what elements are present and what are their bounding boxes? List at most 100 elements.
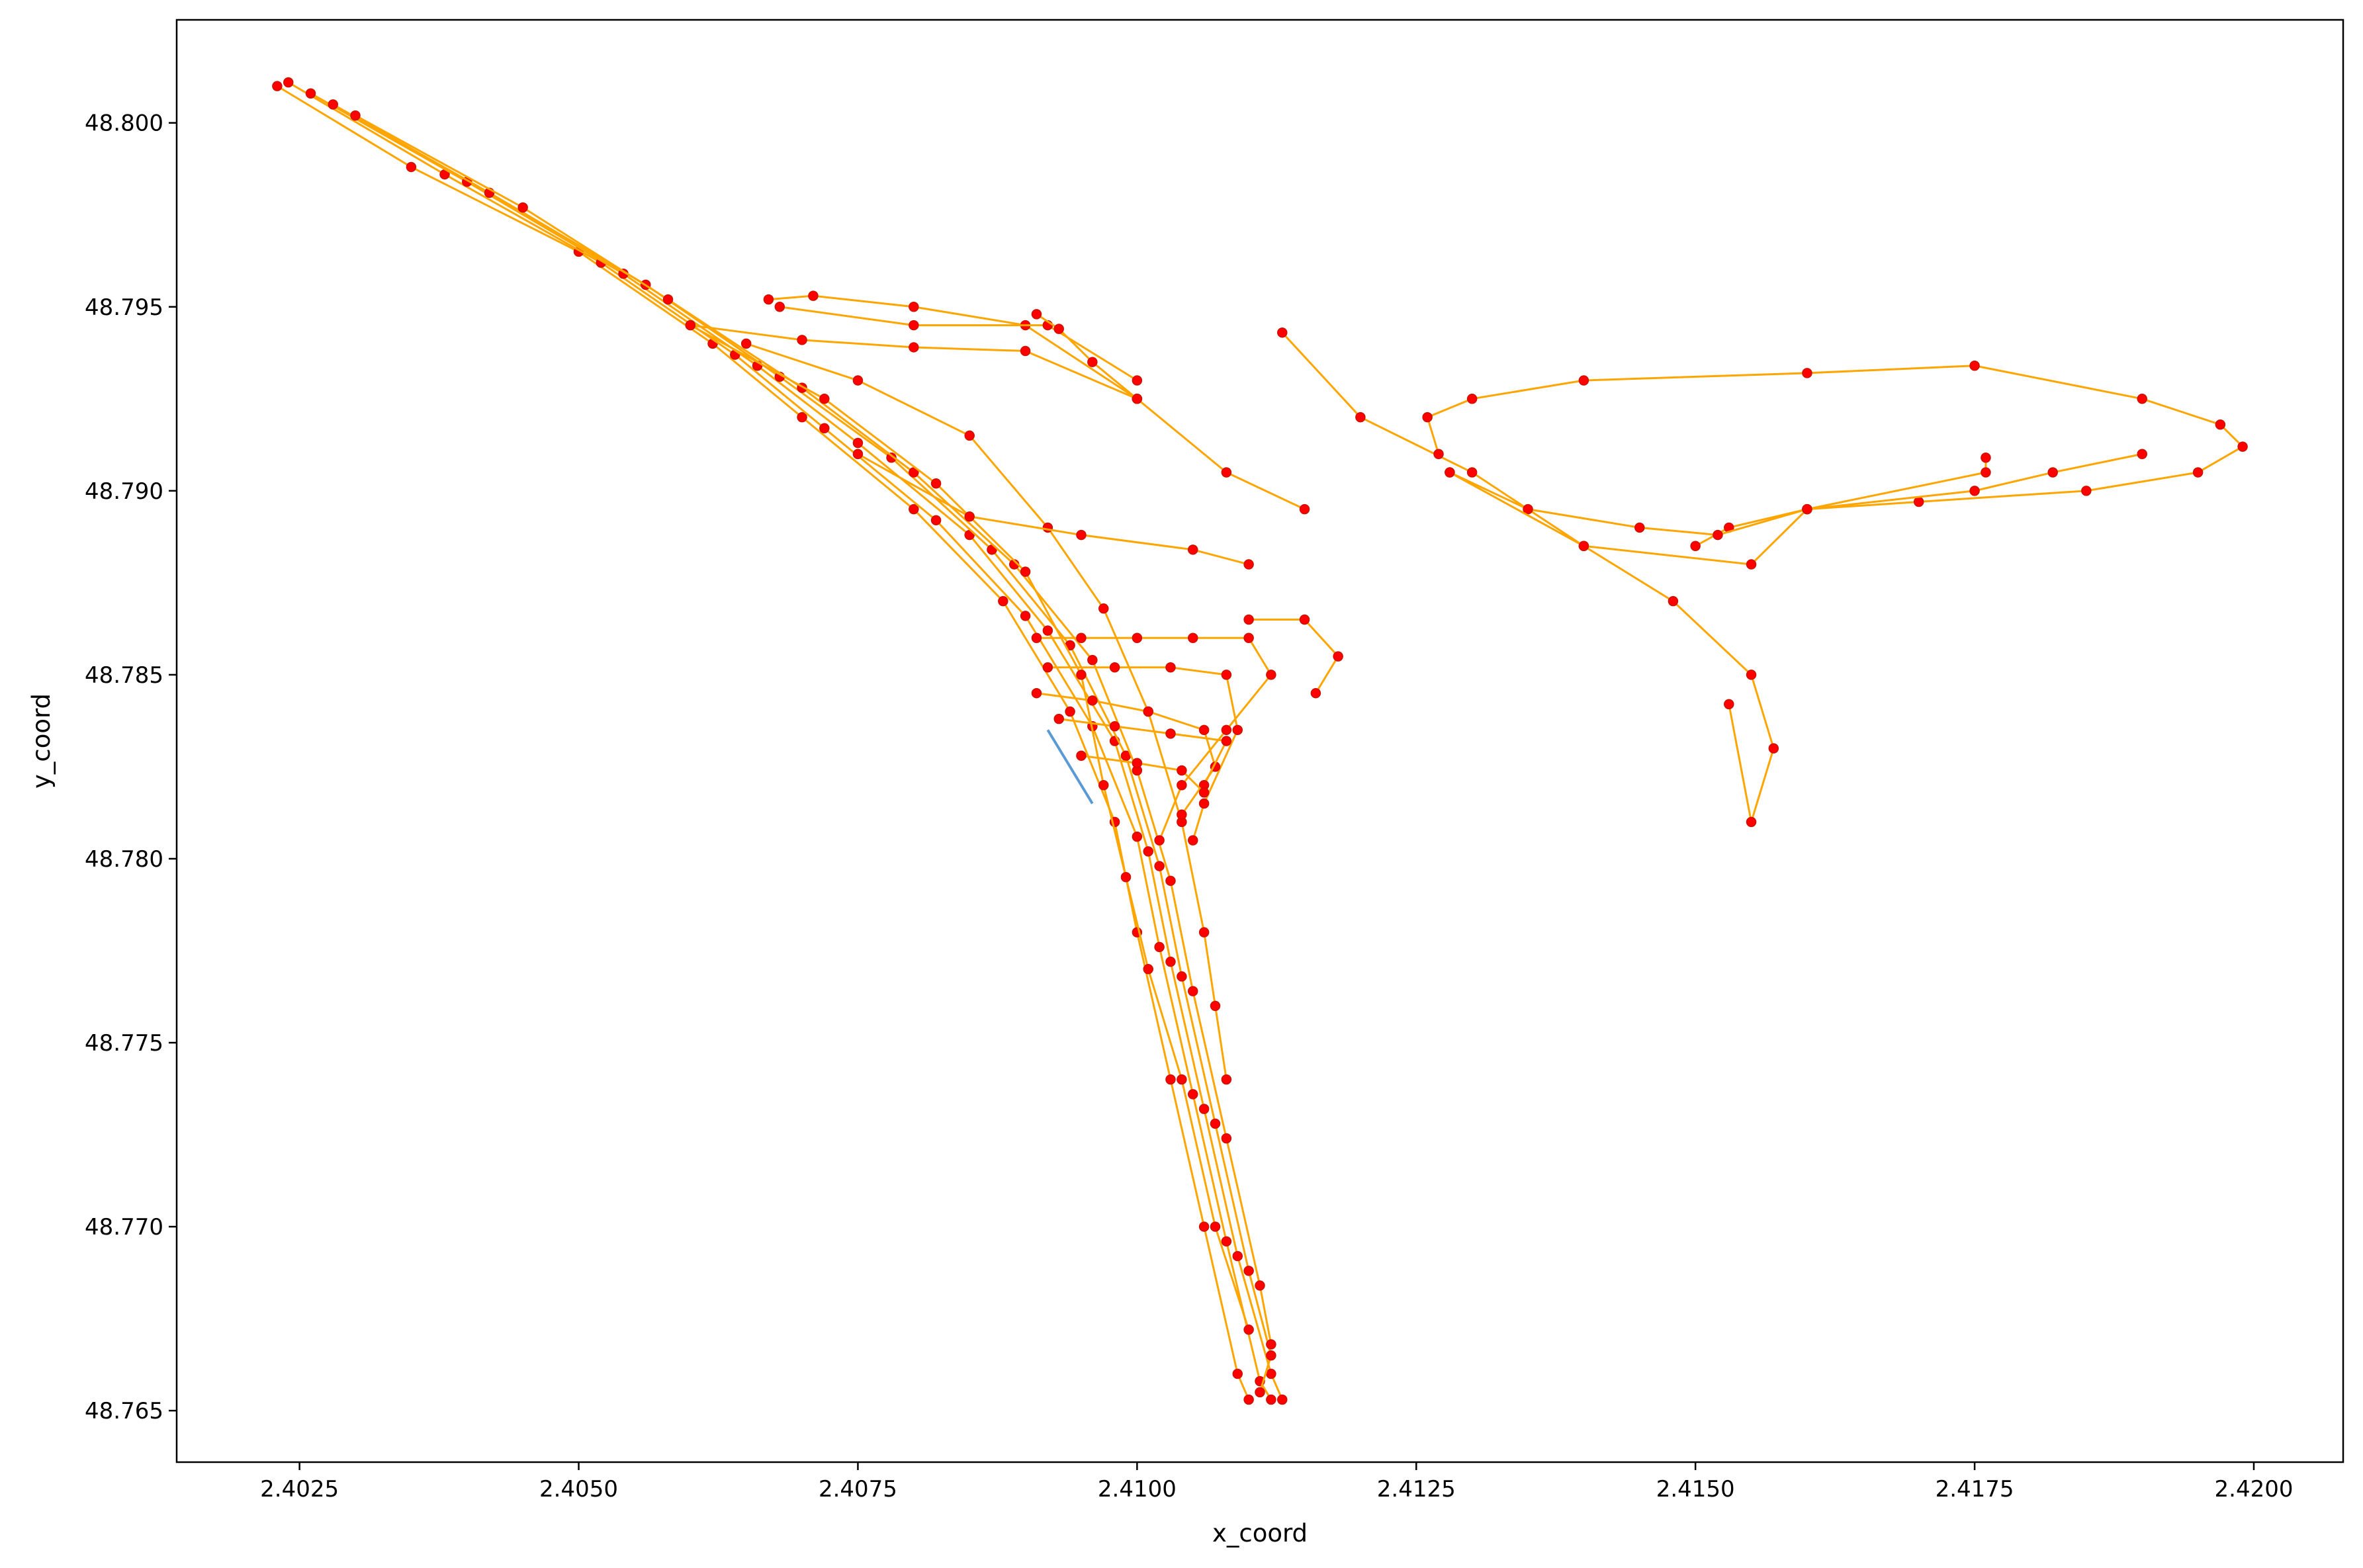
data-point	[1266, 1394, 1276, 1405]
data-point	[763, 294, 774, 305]
data-point	[1109, 721, 1120, 732]
y-tick-label: 48.800	[85, 110, 163, 137]
data-point	[1466, 467, 1478, 478]
data-point	[1165, 875, 1176, 887]
data-point	[1187, 835, 1198, 846]
data-point	[1020, 345, 1031, 357]
data-point	[909, 467, 919, 478]
data-point	[909, 302, 919, 312]
data-point	[1243, 559, 1254, 570]
data-point	[1221, 1133, 1232, 1144]
data-point	[909, 503, 919, 515]
plot-frame	[175, 19, 2344, 1463]
x-tick-label: 2.4125	[1377, 1476, 1456, 1503]
plot-area	[177, 20, 2343, 1462]
data-point	[964, 511, 975, 522]
data-point	[1422, 412, 1433, 423]
data-point	[1154, 941, 1165, 953]
data-point	[1154, 861, 1165, 871]
data-point	[1020, 611, 1031, 621]
data-point	[886, 453, 897, 463]
series-15-line	[1449, 453, 2143, 537]
data-point	[1143, 846, 1153, 857]
series-10	[774, 302, 1143, 386]
y-tick-label: 48.780	[85, 846, 163, 873]
data-point	[406, 161, 417, 173]
data-point	[1221, 670, 1232, 680]
data-point	[998, 595, 1008, 607]
data-point	[1187, 986, 1198, 996]
tick-layer: 2.4025 2.4050 2.4075 2.4100 2.4125 2.4150 2.41…	[85, 110, 2293, 1503]
data-point	[1981, 467, 1991, 478]
data-point	[1243, 632, 1254, 644]
series-22	[1076, 750, 1210, 798]
data-point	[1165, 956, 1176, 967]
data-point	[1221, 467, 1232, 478]
data-point	[1210, 1118, 1221, 1129]
series-19	[1042, 662, 1243, 846]
x-axis-title: x_coord	[1212, 1519, 1308, 1547]
y-tick-label: 48.790	[85, 478, 163, 505]
data-point	[1053, 324, 1064, 334]
data-point	[1154, 835, 1165, 846]
data-point	[662, 294, 674, 305]
data-point	[1690, 541, 1701, 552]
data-point	[1266, 1350, 1276, 1361]
data-point	[1042, 625, 1053, 636]
data-point	[1020, 566, 1031, 577]
data-point	[1913, 496, 1924, 507]
series-14	[1422, 361, 2248, 552]
data-point	[2047, 467, 2058, 478]
y-tick-label: 48.775	[85, 1030, 163, 1057]
data-point	[1523, 503, 1533, 515]
data-point	[1177, 1074, 1187, 1085]
data-point	[1076, 632, 1087, 644]
data-point	[1132, 375, 1143, 386]
data-point	[328, 99, 339, 110]
series-11	[1031, 309, 1143, 404]
series-11-line	[1036, 313, 1138, 400]
data-point	[1232, 1250, 1243, 1262]
data-point	[1187, 1089, 1198, 1100]
data-point	[1165, 662, 1176, 673]
y-tick-label: 48.770	[85, 1214, 163, 1241]
x-tick-label: 2.4175	[1936, 1476, 2014, 1503]
data-point	[1143, 964, 1153, 975]
data-point	[1177, 971, 1187, 982]
data-point	[2081, 486, 2092, 496]
y-tick-label: 48.795	[85, 294, 163, 321]
data-point	[2192, 467, 2204, 478]
data-point	[1746, 816, 1757, 828]
data-point	[1578, 541, 1589, 552]
data-point	[1053, 713, 1064, 724]
data-point	[930, 478, 942, 489]
data-point	[1210, 1000, 1221, 1012]
data-point	[1634, 522, 1645, 533]
data-point	[1243, 1325, 1254, 1335]
series-10-line	[780, 306, 1138, 382]
data-point	[1277, 1394, 1288, 1405]
data-point	[272, 81, 283, 91]
data-point	[1087, 357, 1098, 367]
data-point	[1232, 724, 1243, 736]
data-point	[1165, 1074, 1176, 1085]
data-point	[1802, 368, 1812, 378]
data-point	[1310, 687, 1321, 699]
series-7-line	[746, 342, 1227, 1080]
data-point	[1466, 394, 1478, 404]
data-point	[1109, 662, 1120, 673]
series-22-line	[1081, 754, 1205, 793]
data-point	[1299, 503, 1310, 515]
data-point	[1724, 699, 1734, 710]
data-point	[1177, 779, 1187, 791]
data-point	[1221, 736, 1232, 746]
data-point	[797, 412, 807, 423]
data-point	[819, 394, 830, 404]
data-point	[1065, 706, 1075, 717]
data-point	[909, 342, 919, 353]
series-18	[1031, 632, 1276, 846]
data-point	[1299, 614, 1310, 625]
data-point	[1132, 758, 1143, 769]
data-point	[1221, 724, 1232, 736]
